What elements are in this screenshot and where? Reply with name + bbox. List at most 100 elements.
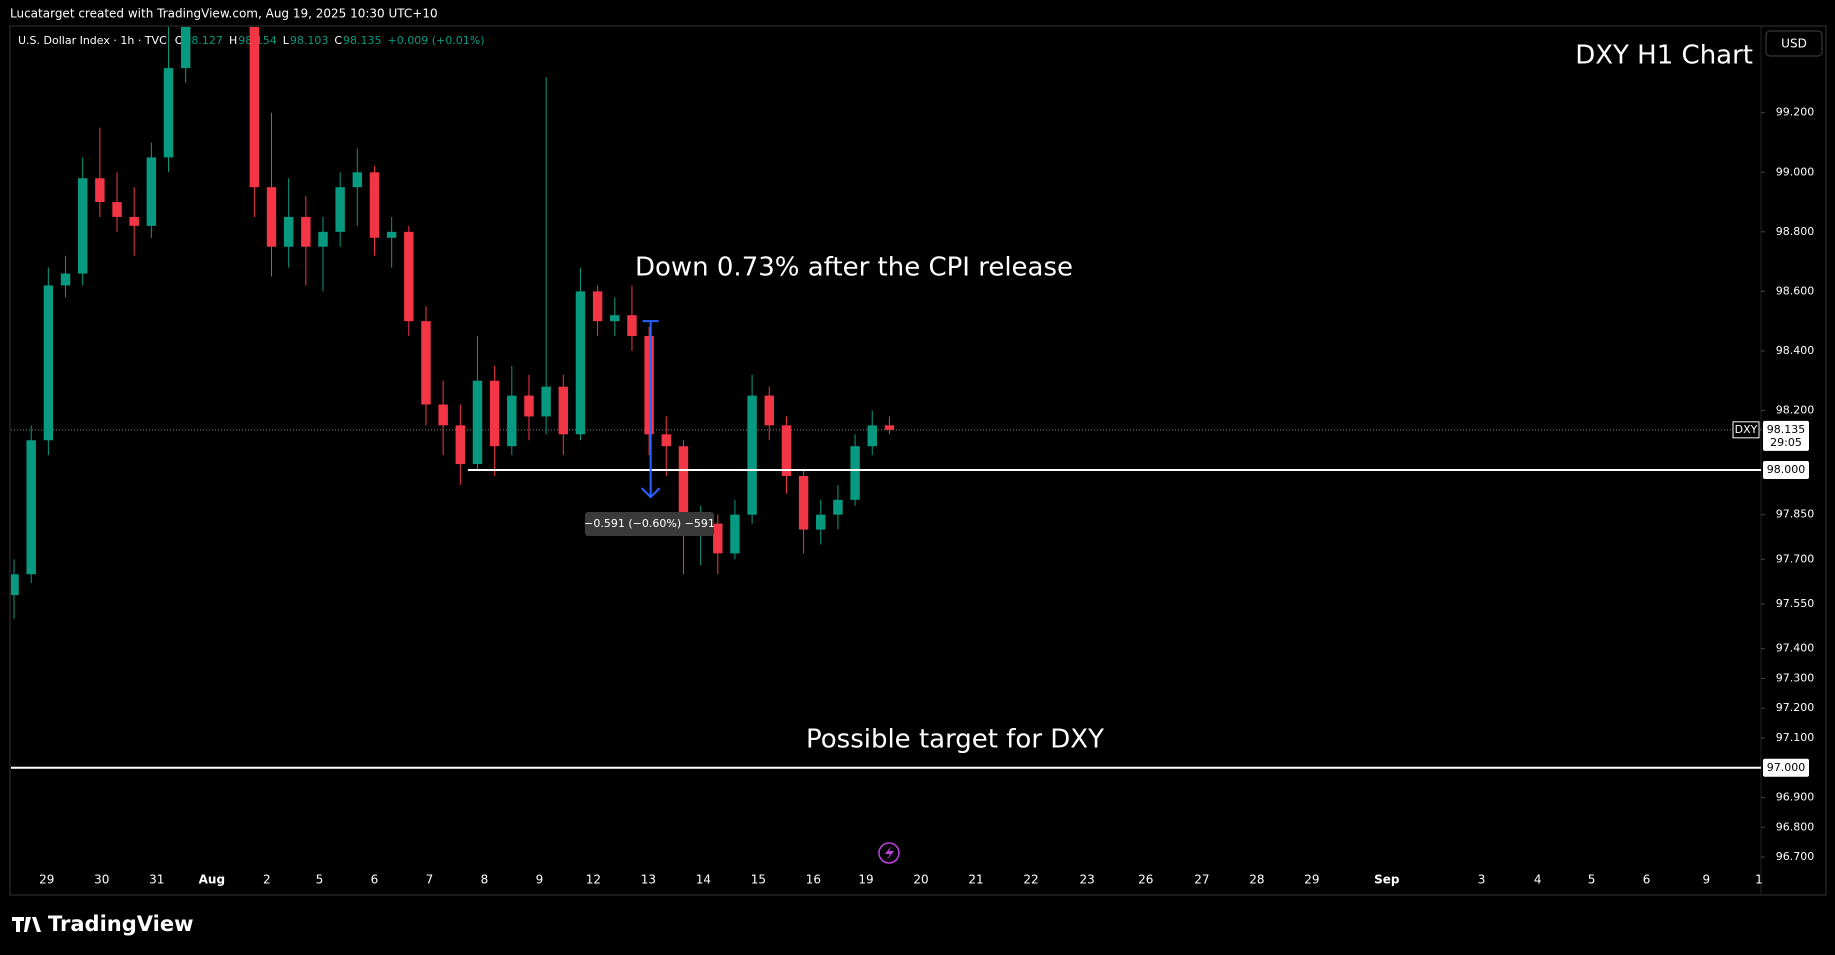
plot-area [11,27,1761,619]
annotation: Down 0.73% after the CPI release [635,253,1073,283]
candle-body [798,475,809,530]
x-tick-label: 1 [1755,873,1763,887]
candle-body [627,315,637,337]
x-tick-label: Sep [1374,873,1400,887]
ohlc-value: 98.127 [184,34,223,47]
candle-body [592,291,603,322]
x-tick-label: 22 [1023,873,1038,887]
x-tick-label: 26 [1138,873,1153,887]
x-tick-label: 12 [586,873,601,887]
x-tick-label: 29 [39,873,54,887]
currency-label: USD [1781,37,1807,51]
measure-label: −0.591 (−0.60%) −591 [584,517,715,530]
price-label: 97.000 [1767,761,1806,774]
candle-body [644,336,654,435]
y-tick-label: 97.300 [1776,671,1815,684]
candle-body [747,395,757,515]
x-tick-label: 6 [1643,873,1651,887]
y-tick-label: 96.800 [1776,820,1815,833]
measure-arrow [640,487,661,499]
candle-body [507,395,517,447]
ohlc-value: 98.103 [290,34,329,47]
candle-body [95,178,105,203]
chart-title: DXY H1 Chart [1575,41,1753,71]
x-tick-label: 30 [94,873,109,887]
price-label-box [1763,758,1809,777]
candle-body [421,321,431,405]
x-tick-label: 31 [149,873,164,887]
candle-body [472,380,483,465]
measure-label-box [585,512,714,536]
price-label-box [1763,461,1809,480]
header: Lucatarget created with TradingView.com,… [10,7,438,21]
x-tick-label: 9 [1702,873,1710,887]
y-tick-label: 97.200 [1776,701,1815,714]
candle-body [455,425,466,465]
y-tick-label: 97.550 [1776,597,1815,610]
x-tick-label: 29 [1304,873,1319,887]
footer-logo: TradingView [12,912,193,936]
footer-text: TradingView [48,912,193,936]
candle-body [60,273,71,286]
candle-body [489,380,500,447]
x-tick-label: 27 [1194,873,1209,887]
x-tick-label: 9 [536,873,544,887]
y-tick-label: 98.200 [1776,403,1815,416]
symbol-tag: DXY [1735,423,1758,436]
candle-body [781,425,792,476]
currency-button[interactable] [1765,30,1823,57]
last-price: 98.135 [1767,423,1806,436]
event-icon[interactable] [878,842,900,864]
candle-body [26,440,36,575]
candle-body [77,178,88,274]
event-circle [878,842,900,864]
candle-body [11,574,19,596]
chart-frame [9,25,1827,896]
candle-body [404,231,414,322]
x-tick-label: 21 [968,873,983,887]
candle-body [266,187,277,247]
y-tick-label: 98.800 [1776,225,1815,238]
candle-body [249,27,260,188]
annotation: Possible target for DXY [806,725,1104,755]
candle-body [301,216,311,247]
y-tick-label: 99.200 [1776,106,1815,119]
y-tick-label: 97.400 [1776,642,1815,655]
candle-body [335,187,345,232]
y-tick-label: 96.900 [1776,791,1815,804]
candle-body [524,395,534,417]
candle-body [283,216,294,247]
event-bolt [885,846,894,860]
last-price-box [1763,420,1809,451]
y-tick-label: 97.100 [1776,731,1815,744]
x-tick-label: 5 [1588,873,1596,887]
x-tick-label: 2 [263,873,271,887]
x-tick-label: 14 [696,873,711,887]
ohlc-value: 98.135 [343,34,382,47]
candle-body [610,315,620,322]
ohlc-key: C [334,34,342,47]
candle-body [163,68,174,158]
x-tick-label: 19 [858,873,873,887]
x-tick-label: Aug [199,873,225,887]
x-tick-label: 28 [1249,873,1264,887]
y-tick-label: 98.400 [1776,344,1815,357]
y-tick-label: 96.700 [1776,850,1815,863]
x-tick-label: 3 [1478,873,1486,887]
candle-body [438,404,448,426]
ohlc-key: H [229,34,237,47]
candle-body [764,395,774,426]
y-tick-label: 98.600 [1776,284,1815,297]
x-tick-label: 15 [751,873,766,887]
candle-body [661,434,671,447]
candle-body [730,514,740,554]
y-tick-label: 97.700 [1776,552,1815,565]
candle-body [180,27,191,69]
candle-body [850,446,860,500]
x-tick-label: 20 [913,873,928,887]
candle-body [386,231,397,238]
x-tick-label: 16 [806,873,821,887]
